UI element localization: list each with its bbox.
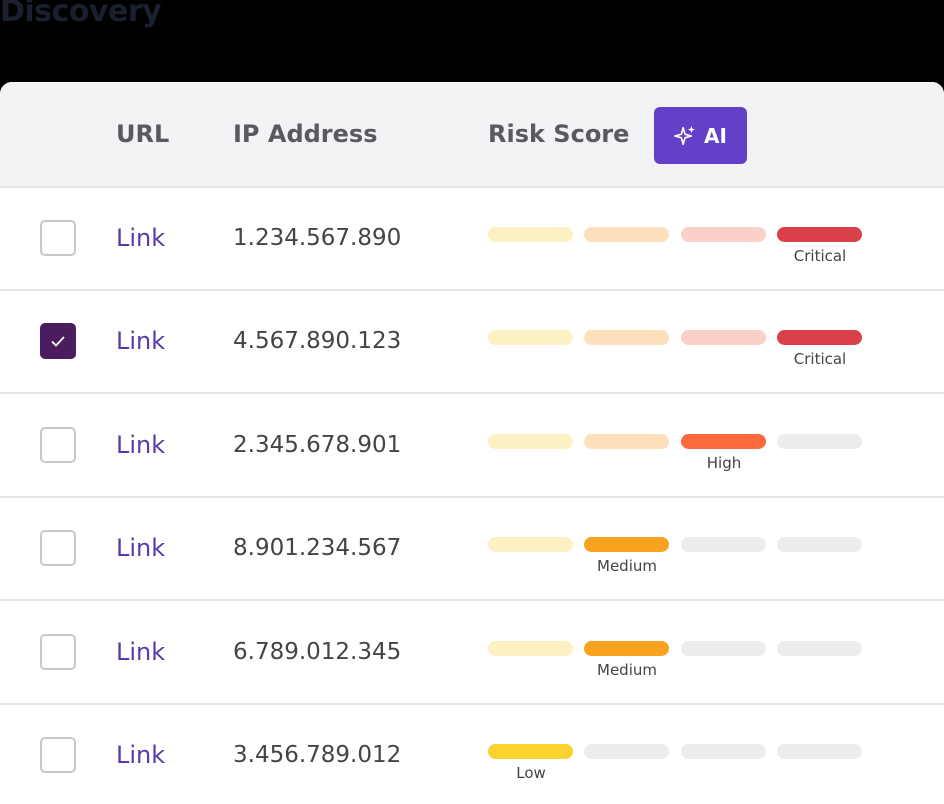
table-row: Link 2.345.678.901 High <box>0 394 944 498</box>
risk-segment <box>584 433 669 449</box>
risk-segment <box>777 537 862 553</box>
risk-segment <box>584 640 669 656</box>
sparkle-icon <box>674 125 696 145</box>
checkbox[interactable] <box>40 633 76 670</box>
risk-segment <box>488 744 573 760</box>
risk-segment <box>681 537 766 553</box>
checkbox[interactable] <box>40 219 76 256</box>
risk-label: Critical <box>793 246 847 265</box>
table-card: URL IP Address Risk Score AI Link 1.234.5… <box>0 82 944 804</box>
ai-label: AI <box>704 123 727 148</box>
checkbox[interactable] <box>40 323 76 360</box>
ip-address: 6.789.012.345 <box>233 638 402 665</box>
risk-segment <box>584 537 669 553</box>
table-header: URL IP Address Risk Score AI <box>0 82 944 188</box>
table-row: Link 1.234.567.890 Critical <box>0 187 944 291</box>
risk-segment <box>488 537 573 553</box>
risk-segment <box>488 330 573 346</box>
url-link[interactable]: Link <box>116 327 166 356</box>
ip-address: 2.345.678.901 <box>233 431 402 458</box>
checkbox[interactable] <box>40 426 76 463</box>
ip-address: 3.456.789.012 <box>233 742 402 769</box>
table-row: Link 6.789.012.345 Medium <box>0 601 944 705</box>
page-title: Discovery <box>0 0 162 29</box>
risk-label: Medium <box>597 660 657 679</box>
ip-address: 8.901.234.567 <box>233 535 402 562</box>
table-row: Link 3.456.789.012 Low <box>0 705 944 804</box>
risk-label: Medium <box>597 557 657 576</box>
url-link[interactable]: Link <box>116 741 166 770</box>
risk-label: Low <box>516 764 546 783</box>
risk-segment <box>777 226 862 242</box>
table-row: Link 4.567.890.123 Critical <box>0 291 944 394</box>
risk-segment <box>681 433 766 449</box>
ip-address: 4.567.890.123 <box>233 328 402 355</box>
risk-label: Critical <box>793 350 847 369</box>
risk-segment <box>681 640 766 656</box>
column-header: URL <box>116 120 170 148</box>
ip-address: 1.234.567.890 <box>233 224 402 251</box>
checkbox[interactable] <box>40 530 76 567</box>
risk-segment <box>777 640 862 656</box>
column-header: Risk Score <box>488 120 630 148</box>
risk-segment <box>584 226 669 242</box>
risk-segment <box>681 744 766 760</box>
url-link[interactable]: Link <box>116 637 166 666</box>
check-icon <box>51 336 65 348</box>
risk-segment <box>488 640 573 656</box>
url-link[interactable]: Link <box>116 534 166 563</box>
risk-segment <box>488 433 573 449</box>
table-row: Link 8.901.234.567 Medium <box>0 498 944 601</box>
risk-segment <box>584 330 669 346</box>
checkbox[interactable] <box>40 737 76 774</box>
ai-button[interactable]: AI <box>654 107 747 164</box>
risk-segment <box>777 744 862 760</box>
risk-segment <box>681 330 766 346</box>
url-link[interactable]: Link <box>116 223 166 252</box>
risk-segment <box>488 226 573 242</box>
risk-label: High <box>706 453 742 472</box>
risk-segment <box>777 330 862 346</box>
risk-segment <box>584 744 669 760</box>
risk-segment <box>681 226 766 242</box>
url-link[interactable]: Link <box>116 430 166 459</box>
risk-segment <box>777 433 862 449</box>
column-header: IP Address <box>233 120 378 148</box>
